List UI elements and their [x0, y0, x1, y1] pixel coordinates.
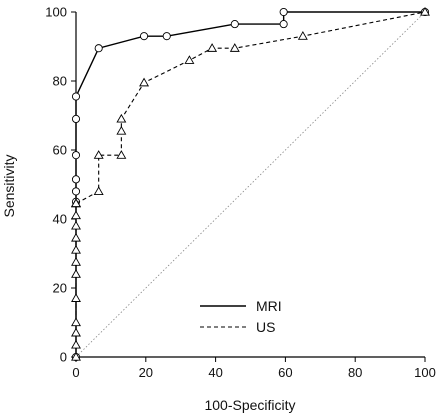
y-axis-title: Sensitivity	[1, 154, 17, 217]
data-point-circle	[94, 44, 103, 53]
data-point-triangle	[184, 55, 195, 64]
legend: MRI US	[200, 298, 282, 335]
data-point-triangle	[207, 43, 218, 52]
series-us	[71, 6, 430, 361]
x-tick-label: 20	[139, 365, 153, 380]
x-tick-label: 0	[72, 365, 79, 380]
data-point-circle	[71, 187, 81, 196]
data-point-triangle	[71, 257, 81, 266]
series-mri	[71, 7, 430, 362]
data-point-triangle	[93, 186, 104, 196]
data-point-triangle	[71, 327, 81, 337]
data-point-triangle	[71, 269, 81, 278]
x-axis-title: 100-Specificity	[204, 397, 295, 413]
data-point-circle	[71, 114, 81, 123]
y-tick-label: 80	[53, 74, 67, 89]
data-point-triangle	[116, 125, 127, 135]
series-layer	[71, 6, 430, 362]
legend-label-mri: MRI	[256, 298, 282, 314]
data-point-triangle	[420, 6, 430, 16]
data-point-triangle	[71, 232, 81, 242]
data-point-triangle	[297, 31, 308, 40]
data-point-circle	[71, 92, 81, 101]
data-point-triangle	[116, 113, 127, 123]
y-tick-label: 60	[53, 143, 67, 158]
data-point-circle	[71, 175, 81, 184]
data-point-triangle	[139, 77, 150, 87]
data-point-triangle	[71, 351, 81, 361]
y-tick-label: 20	[53, 281, 67, 296]
reference-line-layer	[75, 11, 426, 358]
data-point-triangle	[93, 150, 104, 159]
data-point-triangle	[116, 150, 127, 159]
x-tick-label: 40	[208, 365, 222, 380]
data-point-triangle	[71, 339, 81, 349]
y-tick-label: 40	[53, 212, 67, 227]
data-point-triangle	[71, 317, 81, 327]
data-point-circle	[230, 20, 239, 29]
data-point-circle	[71, 151, 81, 160]
y-tick-label: 0	[60, 350, 67, 365]
x-tick-label: 80	[348, 365, 362, 380]
reference-diagonal-line	[75, 11, 426, 358]
data-point-triangle	[71, 293, 81, 302]
data-point-circle	[279, 20, 288, 29]
data-point-triangle	[71, 244, 81, 254]
data-point-triangle	[71, 198, 81, 208]
data-point-triangle	[71, 210, 81, 220]
x-tick-label: 100	[414, 365, 436, 380]
data-point-triangle	[229, 43, 240, 52]
y-tick-label: 100	[45, 5, 67, 20]
data-point-circle	[162, 32, 171, 41]
series-line-us	[75, 11, 426, 357]
data-point-circle	[140, 32, 149, 41]
x-tick-label: 60	[278, 365, 292, 380]
data-point-triangle	[71, 220, 81, 230]
data-point-circle	[279, 7, 288, 17]
axes: 0 20 40 60 80 100 0 20 40 60 80 100	[45, 5, 436, 381]
legend-label-us: US	[256, 319, 275, 335]
